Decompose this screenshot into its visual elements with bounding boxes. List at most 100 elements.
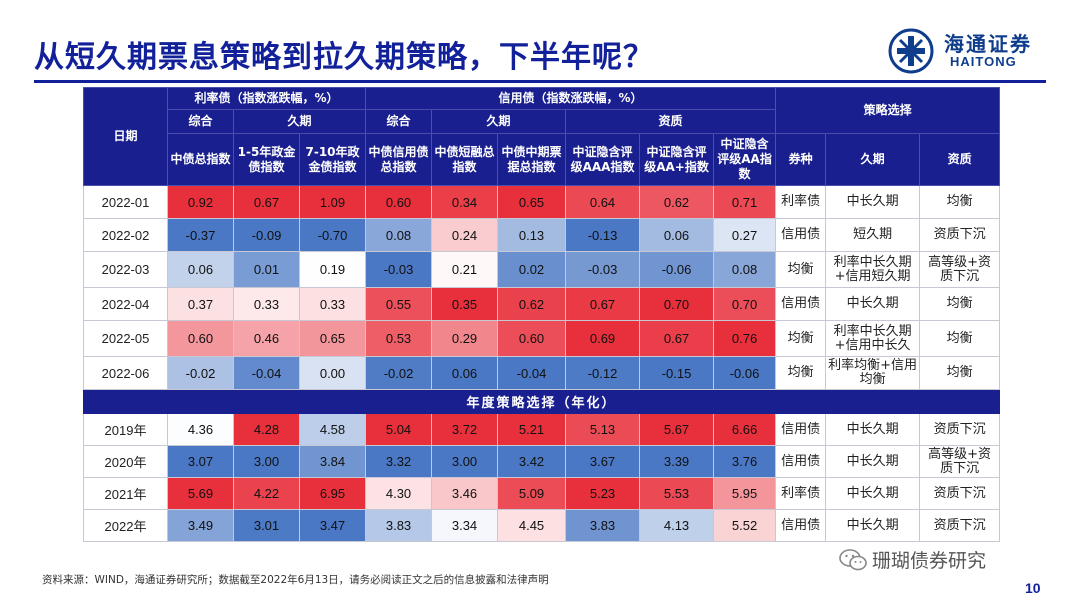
value-cell: 0.29 xyxy=(431,320,499,357)
header-date: 日期 xyxy=(83,87,168,186)
wechat-icon xyxy=(839,548,867,570)
strategy-quality-cell: 均衡 xyxy=(919,356,1001,390)
strategy-duration-cell: 中长久期 xyxy=(825,509,921,542)
value-cell: 3.00 xyxy=(233,445,300,478)
value-cell: 3.83 xyxy=(565,509,641,542)
column-header-3: 7-10年政金债指数 xyxy=(298,133,367,186)
column-header-8: 中证隐含评级AA+指数 xyxy=(639,133,715,186)
haitong-logo: 海通证券 HAITONG xyxy=(888,26,1058,74)
header-rate-group: 利率债（指数涨跌幅，%） xyxy=(166,87,367,110)
table-row: 2022-03 0.06 0.01 0.19 -0.03 0.21 0.02 -0.03 -0.… xyxy=(83,251,1001,288)
strategy-table: 日期 利率债（指数涨跌幅，%） 信用债（指数涨跌幅，%） 策略选择 综合 久期 … xyxy=(82,87,1001,542)
strategy-type-cell: 信用债 xyxy=(775,287,827,321)
annual-section-title: 年度策略选择（年化） xyxy=(82,389,1001,414)
value-cell: 5.53 xyxy=(639,477,715,510)
value-cell: 5.09 xyxy=(497,477,567,510)
row-date: 2022-04 xyxy=(83,287,168,321)
column-header-6: 中债中期票据总指数 xyxy=(497,133,567,186)
value-cell: 3.01 xyxy=(233,509,300,542)
strategy-type-cell: 均衡 xyxy=(775,356,827,390)
strategy-duration-cell: 中长久期 xyxy=(825,477,921,510)
row-date: 2022-03 xyxy=(83,251,168,288)
value-cell: 4.36 xyxy=(167,413,234,446)
value-cell: 5.23 xyxy=(565,477,641,510)
value-cell: 5.21 xyxy=(497,413,567,446)
value-cell: 0.19 xyxy=(298,251,367,288)
row-date: 2021年 xyxy=(83,477,168,510)
value-cell: 5.52 xyxy=(713,509,777,542)
value-cell: -0.06 xyxy=(713,356,777,390)
value-cell: 0.46 xyxy=(233,320,300,357)
value-cell: 0.24 xyxy=(431,218,499,252)
strategy-duration-cell: 中长久期 xyxy=(825,445,921,478)
value-cell: 0.35 xyxy=(431,287,499,321)
value-cell: 0.71 xyxy=(713,185,777,219)
value-cell: 1.09 xyxy=(298,185,367,219)
strategy-quality-cell: 均衡 xyxy=(919,185,1001,219)
value-cell: -0.04 xyxy=(233,356,300,390)
column-header-2: 1-5年政金债指数 xyxy=(233,133,300,186)
value-cell: 0.76 xyxy=(713,320,777,357)
value-cell: 0.33 xyxy=(233,287,300,321)
value-cell: -0.03 xyxy=(565,251,641,288)
value-cell: 0.02 xyxy=(497,251,567,288)
header-rate-duration: 久期 xyxy=(232,109,367,134)
row-date: 2019年 xyxy=(83,413,168,446)
value-cell: 3.39 xyxy=(639,445,715,478)
logo-english-text: HAITONG xyxy=(950,54,1017,69)
value-cell: 4.28 xyxy=(233,413,300,446)
value-cell: -0.70 xyxy=(298,218,367,252)
strategy-type-cell: 信用债 xyxy=(775,509,827,542)
strategy-quality-cell: 资质下沉 xyxy=(919,509,1001,542)
value-cell: 0.34 xyxy=(431,185,499,219)
value-cell: 0.70 xyxy=(639,287,715,321)
table-row: 2022-02 -0.37 -0.09 -0.70 0.08 0.24 0.13 -0.13 0… xyxy=(83,218,1001,252)
logo-chinese-text: 海通证券 xyxy=(944,32,1032,56)
value-cell: 0.13 xyxy=(497,218,567,252)
value-cell: 0.27 xyxy=(713,218,777,252)
strategy-duration-cell: 短久期 xyxy=(825,218,921,252)
slide-title: 从短久期票息策略到拉久期策略，下半年呢？ xyxy=(34,40,654,75)
column-header-5: 中债短融总指数 xyxy=(431,133,499,186)
value-cell: 5.67 xyxy=(639,413,715,446)
strategy-type-cell: 利率债 xyxy=(775,477,827,510)
source-note: 资料来源：WIND，海通证券研究所；数据截至2022年6月13日，请务必阅读正文… xyxy=(42,574,549,586)
value-cell: 3.07 xyxy=(167,445,234,478)
wechat-watermark: 珊瑚债券研究 xyxy=(838,546,986,573)
strategy-quality-cell: 均衡 xyxy=(919,287,1001,321)
value-cell: 5.13 xyxy=(565,413,641,446)
value-cell: 0.60 xyxy=(167,320,234,357)
table-body: 2022-01 0.92 0.67 1.09 0.60 0.34 0.65 0.64 0.62 0… xyxy=(82,185,1001,542)
value-cell: -0.12 xyxy=(565,356,641,390)
value-cell: 6.95 xyxy=(298,477,367,510)
header-credit-composite: 综合 xyxy=(365,109,433,134)
value-cell: -0.03 xyxy=(365,251,433,288)
header-credit-quality: 资质 xyxy=(565,109,777,134)
value-cell: 0.06 xyxy=(639,218,715,252)
value-cell: 0.60 xyxy=(365,185,433,219)
value-cell: 0.01 xyxy=(233,251,300,288)
strategy-column-header-3: 资质 xyxy=(919,133,1001,186)
strategy-quality-cell: 资质下沉 xyxy=(919,413,1001,446)
row-date: 2020年 xyxy=(83,445,168,478)
value-cell: 0.65 xyxy=(298,320,367,357)
column-header-7: 中证隐含评级AAA指数 xyxy=(565,133,641,186)
strategy-duration-cell: 中长久期 xyxy=(825,413,921,446)
value-cell: -0.02 xyxy=(167,356,234,390)
table-row: 2019年 4.36 4.28 4.58 5.04 3.72 5.21 5.13 5.67 6.6… xyxy=(83,413,1001,446)
row-date: 2022年 xyxy=(83,509,168,542)
value-cell: -0.02 xyxy=(365,356,433,390)
strategy-type-cell: 信用债 xyxy=(775,218,827,252)
row-date: 2022-02 xyxy=(83,218,168,252)
value-cell: 0.33 xyxy=(298,287,367,321)
value-cell: 3.32 xyxy=(365,445,433,478)
strategy-type-cell: 利率债 xyxy=(775,185,827,219)
strategy-quality-cell: 资质下沉 xyxy=(919,218,1001,252)
strategy-duration-cell: 利率中长久期+信用短久期 xyxy=(825,251,921,288)
strategy-duration-cell: 利率均衡+信用均衡 xyxy=(825,356,921,390)
strategy-type-cell: 信用债 xyxy=(775,413,827,446)
value-cell: 0.67 xyxy=(233,185,300,219)
value-cell: 3.67 xyxy=(565,445,641,478)
strategy-quality-cell: 资质下沉 xyxy=(919,477,1001,510)
value-cell: 0.60 xyxy=(497,320,567,357)
